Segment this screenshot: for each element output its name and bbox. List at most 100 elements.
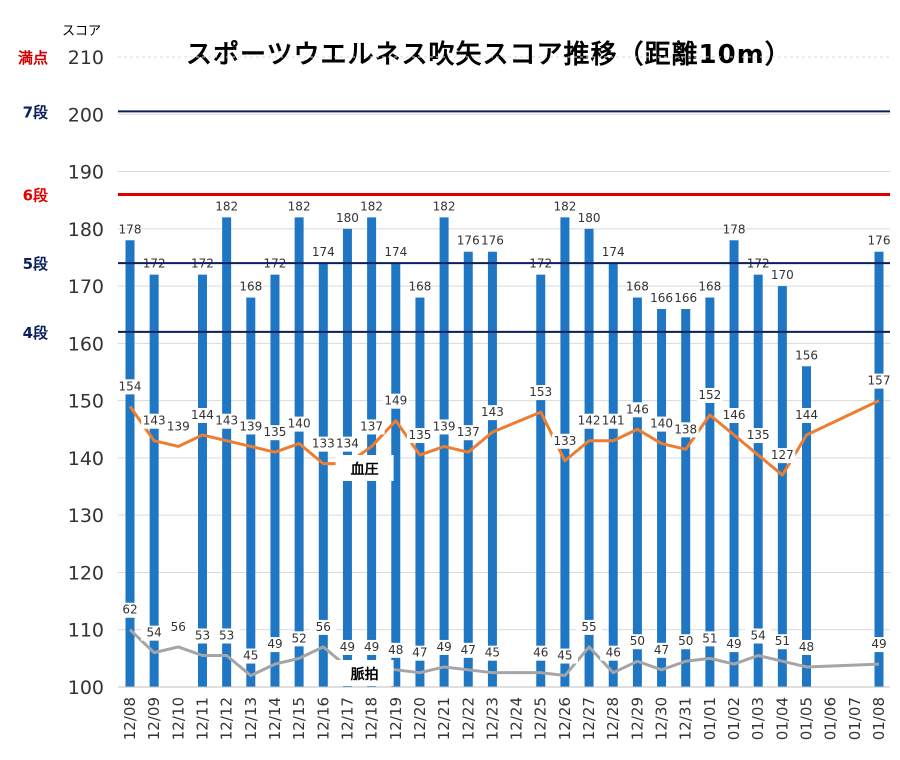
x-tick-label: 12/11	[193, 697, 211, 740]
x-tick-label: 12/08	[121, 697, 139, 740]
series-data-label: 146	[723, 408, 746, 422]
chart-title: スポーツウエルネス吹矢スコア推移（距離10m）	[186, 40, 792, 70]
data-label-backing	[866, 637, 892, 653]
score-bar	[367, 217, 377, 687]
data-label-backing	[286, 416, 313, 432]
score-data-label: 182	[553, 199, 576, 213]
data-label-backing	[527, 385, 554, 401]
series-data-label: 144	[191, 408, 214, 422]
data-label-backing	[769, 634, 796, 650]
y-tick-label: 180	[68, 219, 104, 241]
y-tick-label: 210	[68, 47, 104, 69]
score-data-label: 170	[771, 268, 794, 282]
series-data-label: 47	[461, 643, 476, 657]
data-label-backing	[455, 425, 482, 441]
data-label-backing	[334, 639, 361, 655]
series-name-label: 血圧	[351, 461, 379, 478]
x-tick-label: 12/15	[290, 697, 308, 740]
series-name-label: 脈拍	[351, 666, 379, 683]
y-tick-label: 110	[68, 620, 104, 642]
score-bar	[149, 274, 159, 687]
score-bar	[777, 286, 787, 687]
score-data-label: 156	[795, 348, 818, 362]
series-data-label: 47	[412, 646, 427, 660]
score-bar	[608, 263, 618, 687]
score-data-label: 176	[457, 234, 480, 248]
series-data-label: 143	[143, 414, 166, 428]
score-data-label: 182	[215, 199, 238, 213]
score-bar	[560, 217, 570, 687]
series-data-label: 49	[726, 637, 741, 651]
series-data-label: 45	[557, 649, 572, 663]
series-data-label: 47	[654, 643, 669, 657]
data-label-backing	[358, 639, 385, 655]
score-bar	[753, 274, 763, 687]
score-bar	[874, 251, 884, 687]
y-tick-label: 200	[68, 104, 104, 126]
score-data-label: 166	[650, 291, 673, 305]
score-data-label: 168	[626, 280, 649, 294]
series-data-label: 49	[340, 640, 355, 654]
series-data-label: 149	[384, 394, 407, 408]
data-label-backing	[141, 625, 168, 641]
series-data-label: 139	[167, 419, 190, 433]
data-label-backing	[624, 402, 651, 418]
data-label-backing	[527, 645, 554, 661]
score-bar	[318, 263, 328, 687]
x-tick-label: 12/27	[580, 697, 598, 740]
score-bar	[463, 251, 473, 687]
score-data-label: 182	[288, 199, 311, 213]
x-tick-label: 12/26	[556, 697, 574, 740]
score-bar	[125, 240, 135, 688]
series-data-label: 157	[868, 374, 891, 388]
series-name-backing	[335, 455, 394, 481]
data-label-backing	[382, 642, 409, 658]
score-data-label: 182	[360, 199, 383, 213]
series-line	[128, 628, 880, 678]
y-tick-label: 170	[68, 276, 104, 298]
series-data-label: 54	[147, 626, 162, 640]
score-bar	[439, 217, 449, 687]
rank-reference-label: 6段	[23, 186, 48, 204]
x-tick-label: 12/24	[508, 697, 526, 740]
series-data-label: 140	[650, 417, 673, 431]
data-label-backing	[600, 645, 627, 661]
data-label-backing	[455, 642, 482, 658]
y-tick-label: 150	[68, 391, 104, 413]
score-bar	[197, 274, 207, 687]
data-label-backing	[648, 642, 675, 658]
series-data-label: 144	[795, 408, 818, 422]
rank-reference-label: 7段	[23, 103, 48, 121]
data-label-backing	[721, 637, 748, 653]
score-bar	[729, 240, 739, 688]
score-bar	[487, 251, 497, 687]
score-data-label: 178	[723, 222, 746, 236]
score-data-label: 174	[602, 245, 625, 259]
data-label-backing	[648, 416, 675, 432]
score-data-label: 182	[433, 199, 456, 213]
data-label-backing	[310, 436, 337, 452]
y-tick-label: 120	[68, 562, 104, 584]
data-label-backing	[745, 428, 772, 444]
data-label-backing	[261, 425, 288, 441]
data-label-backing	[696, 631, 723, 647]
score-bar	[802, 366, 812, 687]
rank-reference-label: 満点	[18, 49, 48, 67]
data-label-backing	[406, 428, 433, 444]
series-data-label: 53	[195, 629, 210, 643]
data-label-backing	[334, 436, 361, 452]
y-tick-label: 160	[68, 333, 104, 355]
data-label-backing	[165, 419, 192, 435]
series-data-label: 143	[481, 405, 504, 419]
series-data-label: 56	[171, 620, 186, 634]
series-data-label: 45	[243, 649, 258, 663]
series-data-label: 45	[485, 646, 500, 660]
series-data-label: 48	[799, 640, 814, 654]
score-bar	[681, 309, 691, 687]
data-label-backing	[672, 634, 699, 650]
x-tick-label: 12/23	[483, 697, 501, 740]
data-label-backing	[213, 413, 240, 429]
y-tick-label: 130	[68, 505, 104, 527]
x-tick-label: 01/03	[749, 697, 767, 740]
